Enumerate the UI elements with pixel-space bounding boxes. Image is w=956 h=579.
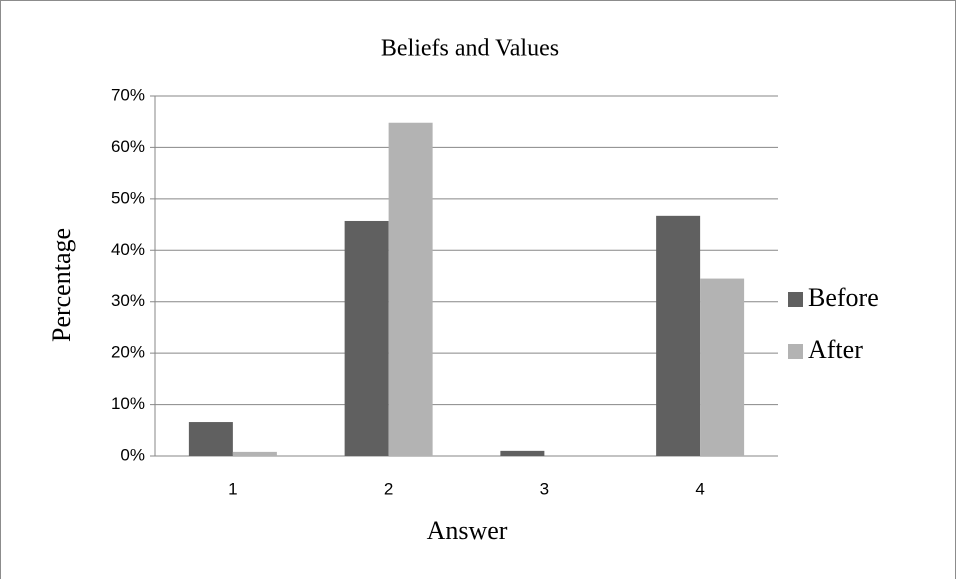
y-tick-label: 30% [111,291,145,310]
chart-title: Beliefs and Values [381,36,559,62]
legend-label: Before [808,283,879,312]
bar [700,278,745,456]
y-tick-label: 40% [111,240,145,259]
bar [500,450,545,456]
y-tick-label: 10% [111,394,145,413]
bar [656,215,701,456]
x-tick-label: 1 [228,479,237,498]
x-axis-label: Answer [427,516,508,545]
legend-swatch [788,292,803,307]
y-tick-label: 20% [111,343,145,362]
legend-swatch [788,344,803,359]
bar [232,451,277,456]
y-tick-label: 70% [111,85,145,104]
y-tick-label: 60% [111,137,145,156]
bar [344,220,389,456]
x-tick-label: 4 [695,479,704,498]
y-axis-label: Percentage [47,228,76,342]
x-tick-label: 3 [540,479,549,498]
y-tick-label: 50% [111,188,145,207]
bar [388,122,433,456]
y-tick-label: 0% [120,445,145,464]
legend-label: After [808,335,863,364]
x-tick-label: 2 [384,479,393,498]
bar [188,422,233,456]
